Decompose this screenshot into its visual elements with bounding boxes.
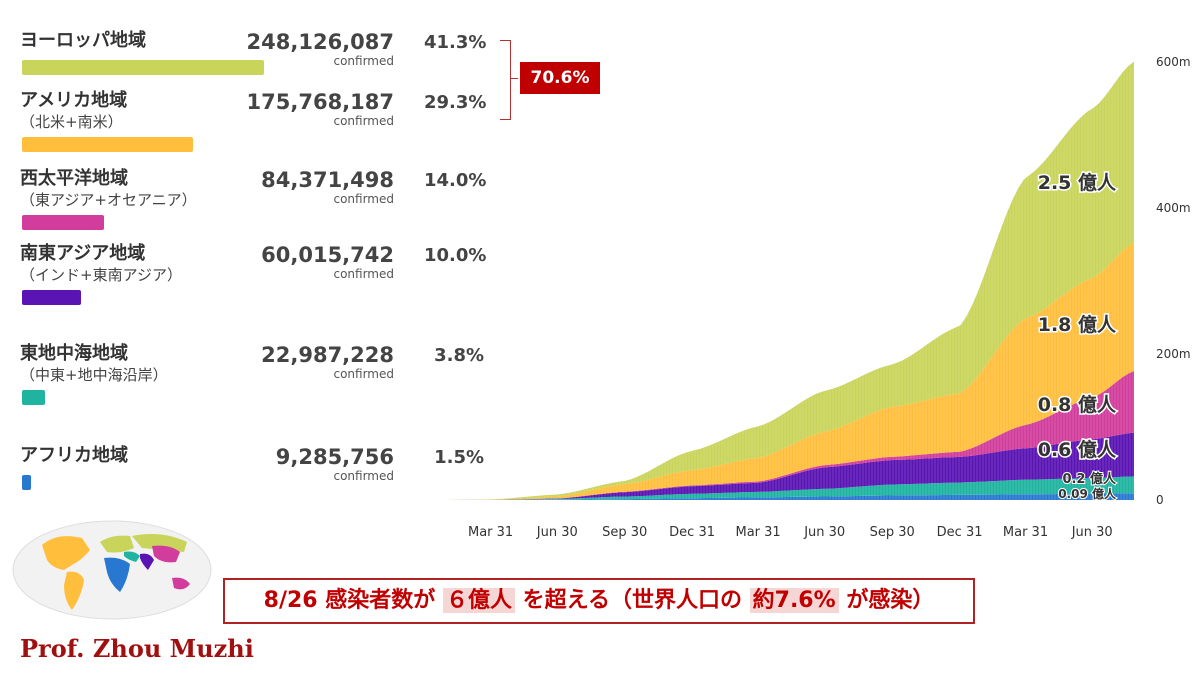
area-end-label: 1.8 億人 — [1038, 313, 1117, 336]
combined-percentage-badge: 70.6% — [520, 62, 600, 94]
area-end-label: 0.8 億人 — [1038, 393, 1117, 416]
region-bar — [22, 290, 81, 305]
region-subtitle: （東アジア+オセアニア） — [20, 191, 197, 209]
region-bar — [22, 475, 31, 490]
y-tick-label: 400m — [1156, 201, 1191, 215]
area-series-5 — [440, 61, 1134, 500]
region-name: アメリカ地域 — [20, 90, 128, 111]
x-tick-label: Sep 30 — [602, 525, 647, 540]
x-tick-label: Mar 31 — [468, 525, 513, 540]
y-tick-label: 600m — [1156, 55, 1191, 69]
region-count-value: 22,987,228 — [261, 343, 394, 367]
region-percentage: 1.5% — [434, 447, 484, 468]
region-count-label: confirmed — [333, 192, 394, 206]
headline-banner: 8/26 感染者数が ６億人 を超える（世界人口の 約7.6% が感染） — [223, 578, 975, 624]
region-count-label: confirmed — [333, 267, 394, 281]
x-tick-label: Sep 30 — [870, 525, 915, 540]
x-tick-label: Jun 30 — [1071, 525, 1113, 540]
region-percentage: 41.3% — [424, 32, 487, 53]
region-name: 南東アジア地域 — [20, 243, 146, 264]
region-bar — [22, 215, 104, 230]
region-bar — [22, 390, 45, 405]
area-series-1 — [440, 476, 1134, 500]
region-count-label: confirmed — [333, 114, 394, 128]
region-count: 9,285,756 confirmed — [276, 445, 394, 483]
banner-highlight-count: ６億人 — [442, 588, 515, 613]
region-subtitle: （中東+地中海沿岸） — [20, 366, 168, 384]
area-series-2 — [440, 432, 1134, 500]
banner-highlight-percent: 約7.6% — [749, 588, 839, 613]
x-tick-label: Jun 30 — [803, 525, 845, 540]
region-bar — [22, 137, 193, 152]
region-count: 175,768,187 confirmed — [247, 90, 394, 128]
region-label: アフリカ地域 — [20, 445, 128, 467]
banner-text-3: が感染） — [846, 588, 935, 613]
x-tick-label: Mar 31 — [1003, 525, 1048, 540]
x-tick-label: Mar 31 — [735, 525, 780, 540]
x-tick-label: Dec 31 — [669, 525, 715, 540]
region-count-label: confirmed — [333, 367, 394, 381]
region-count-value: 248,126,087 — [246, 30, 394, 54]
region-label: 西太平洋地域 （東アジア+オセアニア） — [20, 168, 197, 210]
world-map-icon — [12, 520, 212, 620]
y-tick-label: 200m — [1156, 347, 1191, 361]
region-count: 248,126,087 confirmed — [247, 30, 394, 68]
banner-text-2: を超える（世界人口の — [522, 588, 742, 613]
area-end-label: 0.09 億人 — [1058, 486, 1117, 501]
x-tick-label: Jun 30 — [536, 525, 578, 540]
region-name: 東地中海地域 — [20, 343, 128, 364]
region-subtitle: （インド+東南アジア） — [20, 266, 182, 284]
region-count: 22,987,228 confirmed — [261, 343, 394, 381]
region-percentage: 14.0% — [424, 170, 487, 191]
area-texture — [439, 62, 1134, 500]
region-label: 南東アジア地域 （インド+東南アジア） — [20, 243, 182, 285]
region-name: ヨーロッパ地域 — [20, 30, 146, 51]
combined-bracket — [500, 40, 511, 120]
region-subtitle: （北米+南米） — [20, 113, 123, 131]
region-label: 東地中海地域 （中東+地中海沿岸） — [20, 343, 168, 385]
area-end-label: 0.2 億人 — [1062, 471, 1117, 487]
area-series-4 — [440, 242, 1134, 500]
region-name: 西太平洋地域 — [20, 168, 128, 189]
area-end-label: 0.6 億人 — [1038, 438, 1117, 461]
region-percentage: 29.3% — [424, 92, 487, 113]
area-end-label: 2.5 億人 — [1038, 171, 1117, 194]
area-series-0 — [440, 493, 1134, 500]
region-count-value: 60,015,742 — [261, 243, 394, 267]
stacked-area-chart: 0.09 億人0.2 億人 0.6 億人 0.8 億人 1.8 億人 2.5 億人 Ma… — [439, 55, 1191, 540]
region-count-label: confirmed — [333, 469, 394, 483]
y-tick-label: 0 — [1156, 493, 1164, 507]
region-bar — [22, 60, 264, 75]
region-count-label: confirmed — [333, 54, 394, 68]
banner-text-1: 8/26 感染者数が — [263, 588, 436, 613]
region-percentage: 3.8% — [434, 345, 484, 366]
region-label: アメリカ地域 （北米+南米） — [20, 90, 127, 132]
region-count: 60,015,742 confirmed — [261, 243, 394, 281]
region-percentage: 10.0% — [424, 245, 487, 266]
author-credit: Prof. Zhou Muzhi — [20, 634, 254, 663]
region-label: ヨーロッパ地域 — [20, 30, 146, 52]
region-count-value: 175,768,187 — [246, 90, 394, 114]
x-tick-label: Dec 31 — [937, 525, 983, 540]
region-count-value: 9,285,756 — [275, 445, 394, 469]
combined-bracket-tick — [510, 78, 518, 79]
region-name: アフリカ地域 — [20, 445, 128, 466]
region-count: 84,371,498 confirmed — [261, 168, 394, 206]
region-count-value: 84,371,498 — [261, 168, 394, 192]
